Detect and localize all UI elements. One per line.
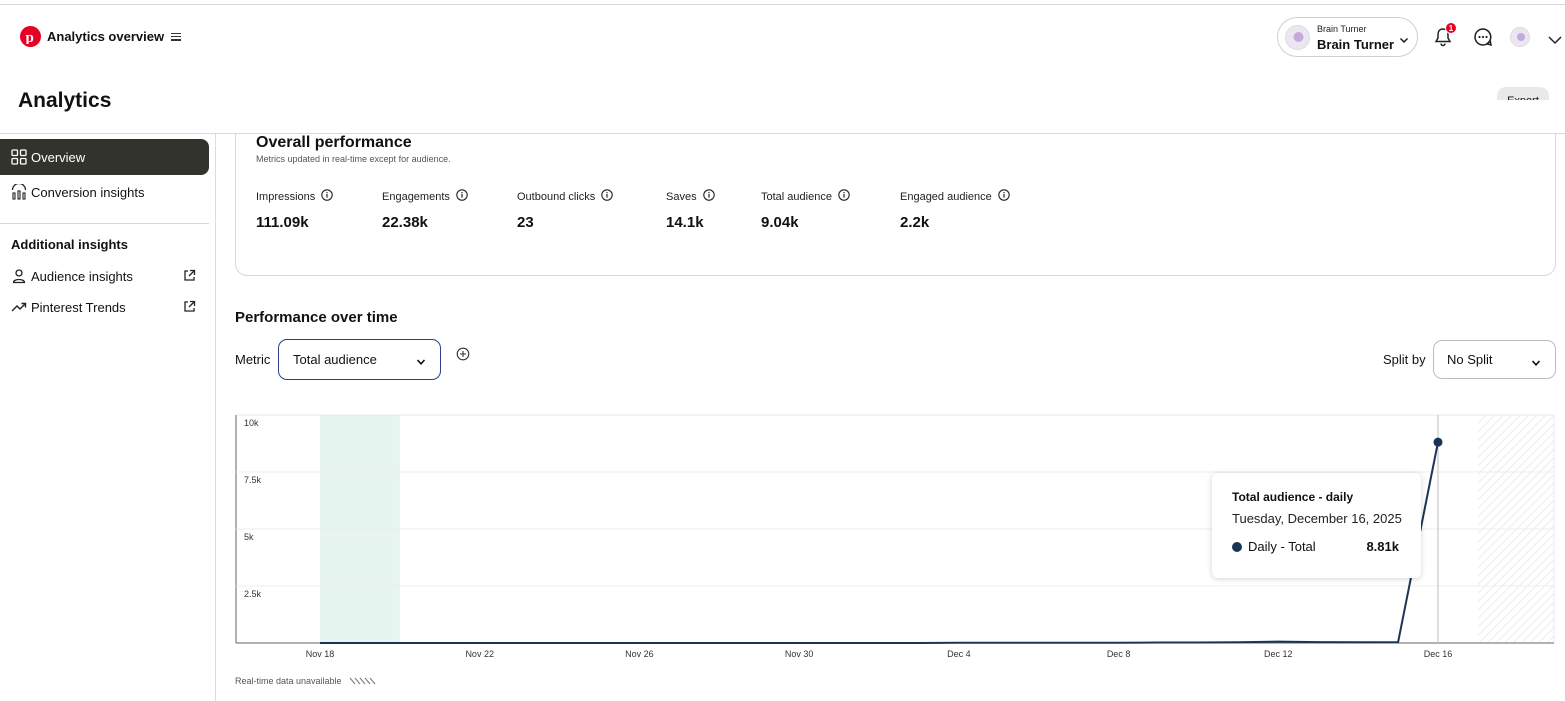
hatch-legend-icon bbox=[349, 677, 375, 685]
page-title: Analytics bbox=[18, 89, 112, 112]
x-tick-label: Nov 18 bbox=[306, 649, 335, 659]
chevron-down-icon[interactable] bbox=[1548, 32, 1562, 50]
metric-label: Total audience bbox=[761, 190, 832, 203]
metric-label: Outbound clicks bbox=[517, 190, 596, 203]
external-link-icon[interactable] bbox=[183, 269, 196, 287]
metric-saves: Saves 14.1k bbox=[666, 189, 715, 231]
metric-select-value: Total audience bbox=[293, 352, 377, 367]
account-switcher[interactable]: Brain Turner Brain Turner bbox=[1277, 17, 1418, 57]
account-small-label: Brain Turner bbox=[1317, 24, 1367, 34]
metric-select[interactable]: Total audience bbox=[278, 339, 441, 380]
person-icon bbox=[12, 269, 26, 284]
svg-text:p: p bbox=[26, 30, 34, 44]
metric-label: Engagements bbox=[382, 190, 450, 203]
x-tick-label: Dec 16 bbox=[1424, 649, 1453, 659]
metric-value: 111.09k bbox=[256, 214, 309, 231]
add-metric-icon[interactable] bbox=[456, 347, 470, 366]
metric-engagements: Engagements 22.38k bbox=[382, 189, 468, 231]
external-link-icon[interactable] bbox=[183, 300, 196, 318]
x-tick-label: Dec 4 bbox=[947, 649, 971, 659]
data-point-dec-16 bbox=[1433, 437, 1443, 447]
tooltip-title: Total audience - daily bbox=[1232, 490, 1354, 504]
x-tick-label: Nov 26 bbox=[625, 649, 654, 659]
tooltip-series: Daily - Total bbox=[1248, 539, 1316, 554]
app-title: Analytics overview bbox=[47, 29, 165, 44]
split-select[interactable]: No Split bbox=[1433, 340, 1556, 379]
y-tick-label: 10k bbox=[244, 418, 259, 428]
metric-impressions: Impressions 111.09k bbox=[256, 189, 334, 231]
sidebar-item-label: Audience insights bbox=[31, 268, 133, 284]
chevron-down-icon bbox=[416, 355, 426, 370]
overall-performance-title: Overall performance bbox=[256, 134, 412, 151]
menu-icon[interactable] bbox=[171, 32, 182, 41]
metric-label: Metric bbox=[235, 352, 271, 367]
tooltip-date: Tuesday, December 16, 2025 bbox=[1232, 511, 1402, 526]
sidebar-item-audience-insights[interactable]: Audience insights bbox=[0, 258, 209, 294]
pinterest-logo-icon[interactable]: p bbox=[20, 26, 41, 47]
chat-icon[interactable] bbox=[1473, 27, 1493, 52]
info-icon[interactable] bbox=[321, 189, 334, 204]
realtime-note-text: Real-time data unavailable bbox=[235, 676, 342, 686]
avatar[interactable] bbox=[1510, 27, 1530, 47]
notification-badge: 1 bbox=[1445, 22, 1457, 34]
x-tick-label: Dec 12 bbox=[1264, 649, 1293, 659]
account-avatar bbox=[1285, 25, 1310, 50]
info-icon[interactable] bbox=[702, 189, 715, 204]
metric-value: 9.04k bbox=[761, 214, 799, 231]
info-icon[interactable] bbox=[838, 189, 850, 204]
x-tick-label: Dec 8 bbox=[1107, 649, 1131, 659]
app-header-title: p Analytics overview bbox=[20, 26, 182, 47]
trend-icon bbox=[11, 302, 27, 312]
metric-label: Saves bbox=[666, 190, 697, 203]
sidebar-item-label: Overview bbox=[31, 149, 86, 165]
y-tick-label: 7.5k bbox=[244, 475, 262, 485]
metric-label: Impressions bbox=[256, 190, 316, 203]
info-icon[interactable] bbox=[601, 189, 614, 204]
tooltip-value: 8.81k bbox=[1366, 539, 1399, 554]
realtime-note: Real-time data unavailable bbox=[235, 676, 378, 686]
sidebar-item-pinterest-trends[interactable]: Pinterest Trends bbox=[0, 289, 209, 325]
sidebar-item-conversion-insights[interactable]: Conversion insights bbox=[0, 174, 209, 210]
metric-value: 14.1k bbox=[666, 214, 704, 231]
y-tick-label: 2.5k bbox=[244, 589, 262, 599]
metric-value: 23 bbox=[517, 214, 534, 231]
y-tick-label: 5k bbox=[244, 532, 254, 542]
metric-total-audience: Total audience 9.04k bbox=[761, 189, 850, 231]
sidebar-item-label: Pinterest Trends bbox=[31, 299, 126, 315]
chevron-down-icon bbox=[1531, 356, 1541, 371]
info-icon[interactable] bbox=[998, 189, 1010, 204]
split-select-value: No Split bbox=[1447, 352, 1493, 367]
metric-engaged-audience: Engaged audience 2.2k bbox=[900, 189, 1010, 231]
sidebar-item-label: Conversion insights bbox=[31, 184, 145, 200]
highlight-range bbox=[320, 415, 400, 643]
conversion-icon bbox=[11, 184, 27, 200]
additional-insights-heading: Additional insights bbox=[11, 237, 128, 252]
x-tick-label: Nov 22 bbox=[465, 649, 494, 659]
metric-value: 2.2k bbox=[900, 214, 930, 231]
x-tick-label: Nov 30 bbox=[785, 649, 814, 659]
tooltip-series-dot bbox=[1232, 542, 1242, 552]
split-by-label: Split by bbox=[1383, 352, 1426, 367]
info-icon[interactable] bbox=[456, 189, 468, 204]
account-name: Brain Turner bbox=[1317, 37, 1395, 52]
realtime-unavailable-region bbox=[1478, 415, 1554, 643]
performance-over-time-title: Performance over time bbox=[235, 309, 398, 326]
metric-label: Engaged audience bbox=[900, 190, 992, 203]
metric-outbound-clicks: Outbound clicks 23 bbox=[517, 189, 614, 231]
chart-tooltip: Total audience - daily Tuesday, December… bbox=[1212, 473, 1421, 578]
overall-performance-subtitle: Metrics updated in real-time except for … bbox=[256, 154, 451, 164]
metric-value: 22.38k bbox=[382, 214, 428, 231]
grid-icon bbox=[11, 149, 27, 165]
sidebar-item-overview[interactable]: Overview bbox=[0, 139, 209, 175]
chevron-down-icon bbox=[1399, 32, 1409, 50]
